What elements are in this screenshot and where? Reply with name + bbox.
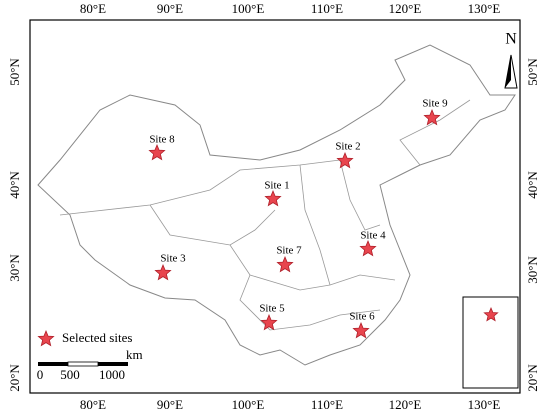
lon-label: 110°E [311,397,343,412]
lon-label: 120°E [389,1,422,16]
lat-label: 40°N [7,171,22,199]
site-label: Site 2 [335,141,360,153]
lon-label: 130°E [468,397,501,412]
north-arrow: N [504,31,518,89]
site-marker [154,263,172,281]
site-label: Site 8 [149,134,175,146]
lat-label: 20°N [525,364,540,392]
lon-label: 100°E [232,1,265,16]
lon-label: 90°E [157,397,183,412]
lon-label: 90°E [157,1,183,16]
site-label: Site 6 [349,311,375,323]
lon-label: 80°E [80,1,106,16]
north-label: N [505,31,517,48]
lon-label: 100°E [232,397,265,412]
site-marker [148,143,166,161]
site-label: Site 4 [360,230,386,242]
legend-label: Selected sites [62,330,132,345]
site-label: Site 3 [160,253,186,265]
province-borders [59,99,471,331]
site-marker [359,239,377,257]
scale-bar: 0 500 1000 km [37,347,143,382]
site-marker [260,313,278,331]
lat-label: 40°N [525,171,540,199]
site-label: Site 5 [259,303,285,315]
lat-label: 50°N [525,58,540,86]
lat-label: 30°N [7,254,22,282]
lat-label: 50°N [7,58,22,86]
site-label: Site 7 [276,245,302,257]
site-marker [264,189,282,207]
lat-label: 30°N [525,256,540,284]
scale-tick: 0 [37,367,44,382]
site-label: Site 9 [422,98,448,110]
lon-label: 80°E [80,397,106,412]
site-marker [352,321,370,339]
lon-label: 110°E [311,1,343,16]
site-marker [336,151,354,169]
scale-tick: 1000 [99,367,125,382]
lon-label: 120°E [389,397,422,412]
inset-marker [483,306,499,322]
scale-unit: km [126,347,143,362]
legend-marker [37,329,55,347]
lon-label: 130°E [468,1,501,16]
site-marker [423,108,441,126]
site-marker [276,255,294,273]
lat-label: 20°N [7,364,22,392]
site-label: Site 1 [264,180,289,192]
scale-tick: 500 [60,367,80,382]
